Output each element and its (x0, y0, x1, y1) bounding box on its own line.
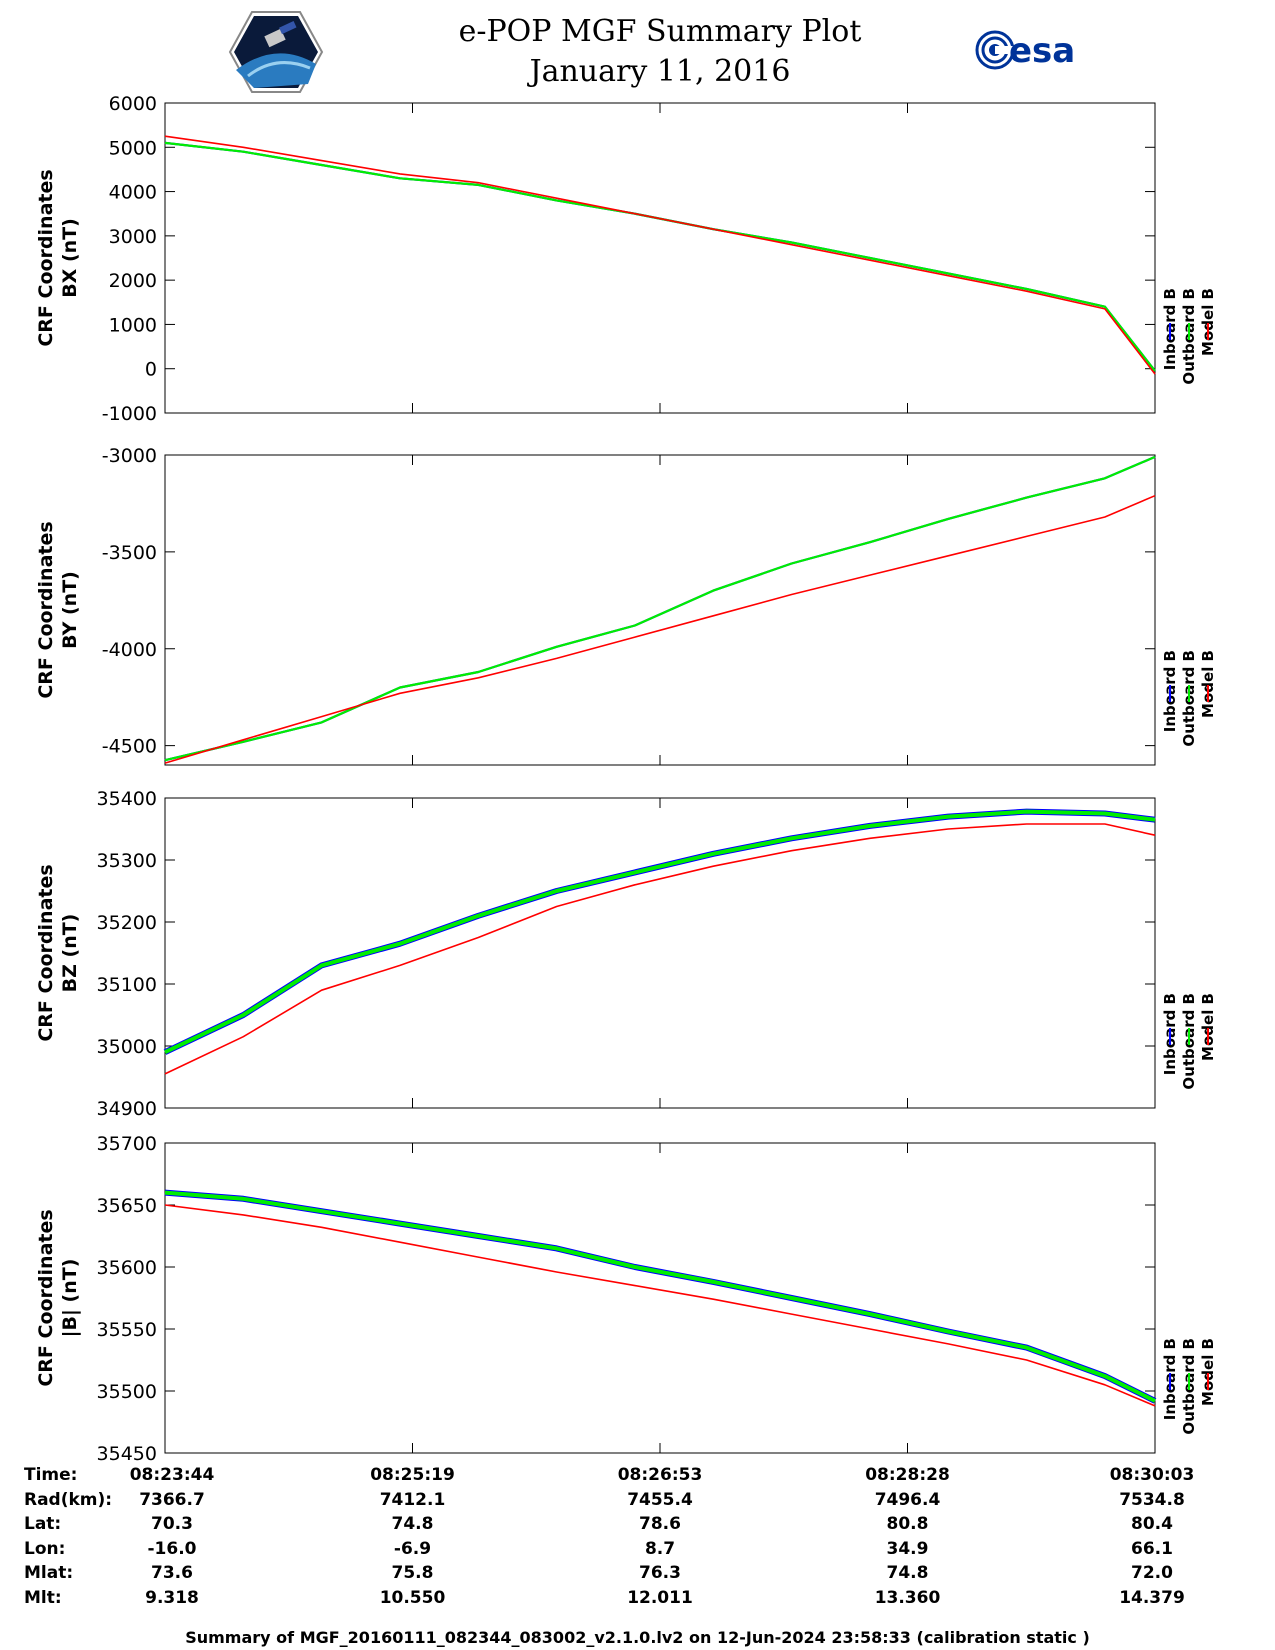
y-axis-title-line-2: |B| (nT) (59, 1259, 81, 1338)
y-axis-title-line-1: CRF Coordinates (35, 521, 57, 698)
plot-frame-1 (164, 102, 1156, 414)
y-tick-label: 6000 (109, 93, 157, 115)
cassiope-mission-logo (228, 11, 324, 93)
y-tick-label: 35550 (97, 1319, 157, 1341)
y-axis-title-line-2: BY (nT) (59, 571, 81, 649)
legend-label: Model B (1199, 993, 1217, 1061)
y-tick-label: -3500 (102, 542, 157, 564)
y-axis-title-line-2: BZ (nT) (59, 914, 81, 993)
series-line-outboard-b (164, 809, 1156, 1055)
y-tick-label: 3000 (109, 226, 157, 248)
title-line-2: January 11, 2016 (529, 54, 791, 89)
legend-label: Model B (1199, 288, 1217, 356)
y-tick-label: 5000 (109, 137, 157, 159)
series-line-model-b (164, 494, 1156, 764)
y-axis-title-line-1: CRF Coordinates (35, 864, 57, 1041)
y-axis-title-line-1: CRF Coordinates (35, 1209, 57, 1386)
y-tick-label: 35500 (97, 1381, 157, 1403)
y-tick-label: 2000 (109, 270, 157, 292)
y-tick-label: 35450 (97, 1443, 157, 1465)
title-line-1: e-POP MGF Summary Plot (458, 14, 862, 49)
series-line-outboard-b (164, 141, 1156, 372)
plot-frame-3 (164, 797, 1156, 1109)
esa-logo: esa (975, 30, 1075, 71)
plot-frame-4 (164, 1142, 1156, 1454)
y-tick-label: 35200 (97, 912, 157, 934)
footer-note: Summary of MGF_20160111_082344_083002_v2… (185, 1628, 1090, 1647)
series-line-inboard-b (164, 141, 1156, 372)
page-title: e-POP MGF Summary Plot January 11, 2016 (360, 12, 960, 92)
y-tick-label: -3000 (102, 445, 157, 467)
y-tick-label: 35700 (97, 1133, 157, 1155)
y-axis-title-line-2: BX (nT) (59, 218, 81, 298)
esa-logo-text: esa (1009, 31, 1075, 71)
y-tick-label: 35100 (97, 974, 157, 996)
legend-label: Model B (1199, 650, 1217, 718)
y-tick-label: 35650 (97, 1195, 157, 1217)
series-line-inboard-b (163, 808, 1156, 1055)
legend-label: Model B (1199, 1338, 1217, 1406)
y-tick-label: 0 (145, 359, 157, 381)
y-tick-label: -4500 (102, 736, 157, 758)
series-line-outboard-b (164, 455, 1156, 762)
y-tick-label: 1000 (109, 314, 157, 336)
y-tick-label: 35000 (97, 1036, 157, 1058)
y-tick-label: -1000 (102, 403, 157, 425)
series-line-model-b (164, 135, 1156, 375)
y-tick-label: 35600 (97, 1257, 157, 1279)
y-tick-label: 4000 (109, 182, 157, 204)
y-tick-label: 34900 (97, 1098, 157, 1120)
series-line-model-b (164, 1204, 1156, 1407)
y-tick-label: 35400 (97, 788, 157, 810)
series-line-inboard-b (164, 1189, 1157, 1404)
y-tick-label: -4000 (102, 639, 157, 661)
y-tick-label: 35300 (97, 850, 157, 872)
series-line-model-b (164, 823, 1156, 1075)
series-line-outboard-b (164, 1190, 1156, 1403)
y-axis-title-line-1: CRF Coordinates (35, 169, 57, 346)
